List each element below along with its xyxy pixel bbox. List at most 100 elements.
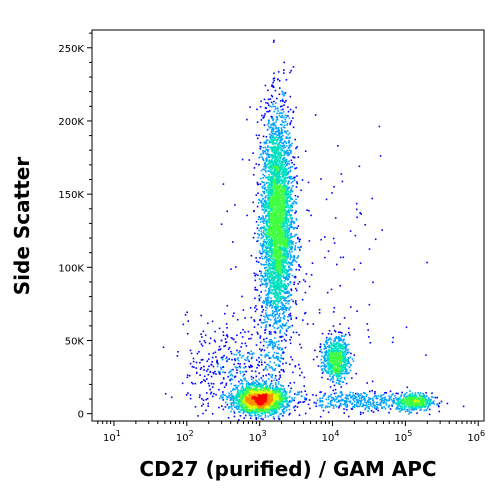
event-dot bbox=[262, 117, 264, 119]
event-dot bbox=[266, 159, 269, 161]
event-dot bbox=[291, 166, 294, 168]
event-dot bbox=[289, 294, 292, 297]
event-dot bbox=[275, 102, 277, 104]
event-dot bbox=[287, 147, 290, 149]
event-dot bbox=[281, 261, 283, 263]
event-dot bbox=[267, 156, 270, 158]
event-dot bbox=[282, 121, 284, 123]
event-dot bbox=[268, 205, 270, 207]
event-dot bbox=[261, 255, 263, 258]
event-dot bbox=[282, 335, 284, 338]
event-dot bbox=[275, 136, 278, 138]
event-dot bbox=[276, 269, 278, 272]
event-dot bbox=[281, 181, 284, 184]
event-dot bbox=[284, 193, 286, 195]
event-dot bbox=[290, 226, 292, 228]
event-dot bbox=[274, 243, 277, 245]
event-dot bbox=[275, 116, 278, 118]
event-dot bbox=[273, 264, 276, 267]
event-dot bbox=[271, 263, 274, 265]
event-dot bbox=[280, 265, 282, 268]
event-dot bbox=[274, 216, 276, 218]
event-dot bbox=[279, 268, 282, 270]
event-dot bbox=[286, 238, 288, 241]
event-dot bbox=[293, 222, 295, 225]
event-dot bbox=[282, 173, 285, 175]
event-dot bbox=[274, 137, 277, 139]
event-dot bbox=[270, 247, 272, 250]
event-dot bbox=[274, 277, 277, 279]
event-dot bbox=[274, 219, 277, 222]
event-dot bbox=[268, 275, 270, 278]
event-dot bbox=[272, 312, 274, 314]
event-dot bbox=[283, 230, 285, 232]
event-dot bbox=[266, 246, 269, 248]
event-dot bbox=[278, 154, 281, 156]
event-dot bbox=[270, 339, 272, 341]
event-dot bbox=[278, 400, 281, 403]
event-dot bbox=[261, 187, 264, 189]
event-dot bbox=[263, 165, 265, 168]
event-dot bbox=[282, 228, 285, 231]
event-dot bbox=[290, 193, 292, 196]
event-dot bbox=[274, 214, 276, 217]
event-dot bbox=[278, 209, 280, 211]
event-dot bbox=[294, 167, 296, 170]
event-dot bbox=[280, 147, 283, 149]
event-dot bbox=[282, 199, 285, 202]
event-dot bbox=[277, 277, 279, 279]
event-dot bbox=[287, 180, 290, 183]
event-dot bbox=[257, 239, 259, 242]
event-dot bbox=[281, 149, 283, 151]
event-dot bbox=[284, 201, 286, 204]
event-dot bbox=[267, 296, 270, 298]
event-dot bbox=[267, 294, 270, 296]
event-dot bbox=[285, 278, 287, 281]
event-dot bbox=[258, 415, 260, 417]
event-dot bbox=[253, 412, 256, 415]
event-dot bbox=[289, 237, 292, 239]
event-dot bbox=[277, 231, 280, 233]
event-dot bbox=[274, 156, 277, 158]
event-dot bbox=[266, 206, 269, 208]
event-dot bbox=[283, 248, 286, 250]
event-dot bbox=[274, 291, 277, 293]
event-dot bbox=[282, 296, 285, 299]
event-dot bbox=[286, 154, 289, 156]
event-dot bbox=[273, 250, 275, 252]
event-dot bbox=[255, 221, 258, 223]
event-dot bbox=[260, 217, 262, 219]
event-dot bbox=[262, 159, 265, 162]
event-dot bbox=[265, 242, 267, 244]
event-dot bbox=[297, 156, 300, 158]
event-dot bbox=[292, 226, 295, 229]
event-dot bbox=[275, 341, 278, 343]
event-dot bbox=[277, 274, 280, 276]
event-dot bbox=[260, 278, 263, 281]
event-dot bbox=[271, 159, 273, 162]
event-dot bbox=[280, 255, 283, 258]
event-dot bbox=[265, 229, 267, 231]
event-dot bbox=[265, 282, 267, 284]
event-dot bbox=[285, 261, 287, 264]
event-dot bbox=[290, 336, 292, 339]
event-dot bbox=[262, 301, 264, 304]
event-dot bbox=[287, 240, 289, 242]
event-dot bbox=[233, 388, 236, 391]
event-dot bbox=[279, 273, 282, 276]
event-dot bbox=[272, 156, 274, 159]
event-dot bbox=[271, 180, 274, 183]
event-dot bbox=[291, 177, 294, 180]
event-dot bbox=[262, 135, 265, 138]
event-dot bbox=[282, 189, 284, 191]
event-dot bbox=[280, 203, 282, 205]
event-dot bbox=[288, 307, 291, 309]
event-dot bbox=[283, 227, 286, 230]
event-dot bbox=[287, 173, 289, 175]
event-dot bbox=[256, 274, 259, 277]
event-dot bbox=[280, 183, 282, 186]
event-dot bbox=[292, 126, 295, 129]
event-dot bbox=[268, 174, 270, 176]
event-dot bbox=[286, 307, 288, 309]
event-dot bbox=[260, 296, 262, 299]
